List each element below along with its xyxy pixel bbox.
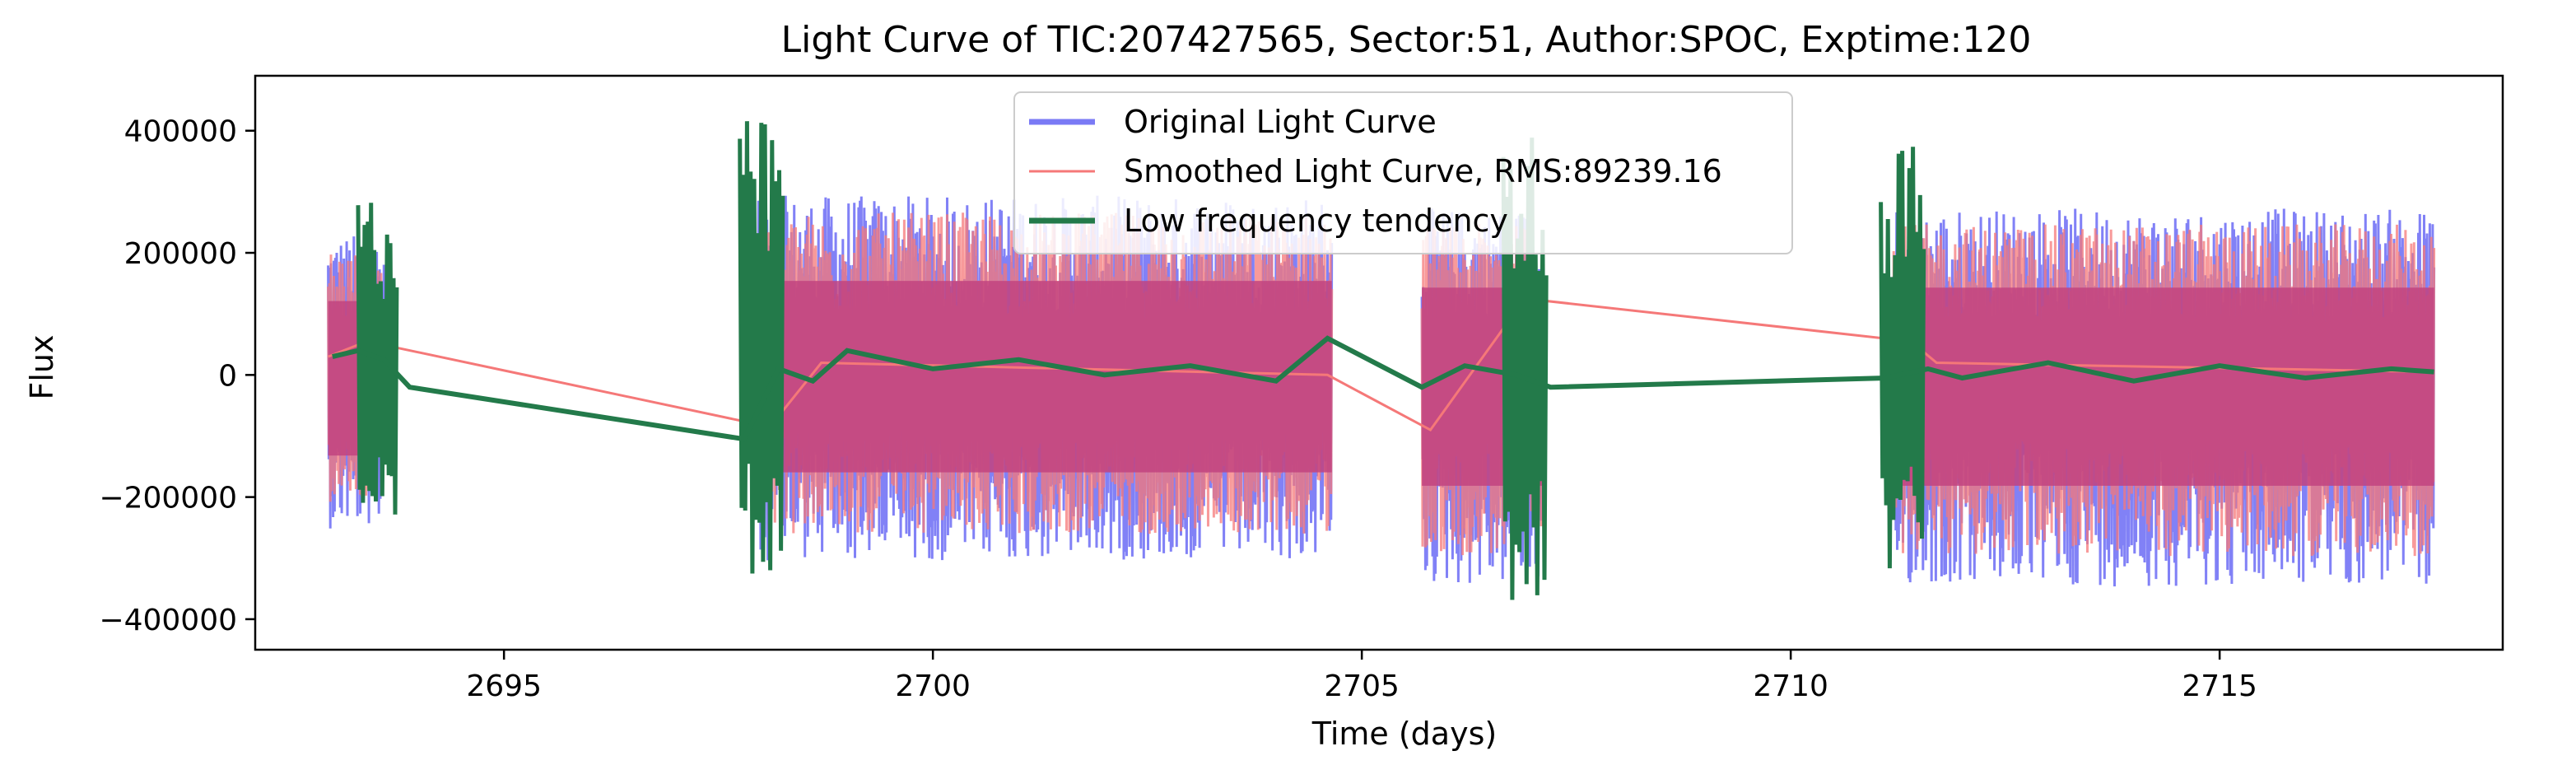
y-tick-label: 400000 xyxy=(124,115,237,149)
low-frequency-spikes-2 xyxy=(738,121,785,574)
legend: Original Light Curve Smoothed Light Curve… xyxy=(1013,91,1793,254)
plot-frame xyxy=(254,74,2504,651)
y-tick-label: −200000 xyxy=(99,482,237,515)
y-tick-label: −400000 xyxy=(99,604,237,637)
legend-label-2: Smoothed Light Curve, RMS:89239.16 xyxy=(1124,153,1722,189)
legend-label-3: Low frequency tendency xyxy=(1124,203,1508,239)
y-tick-label: 0 xyxy=(218,359,237,393)
legend-box xyxy=(1013,91,1793,254)
x-axis: 2695 2700 2705 2710 2715 xyxy=(466,650,2257,703)
y-tick-label: 200000 xyxy=(124,237,237,271)
y-axis-label: Flux xyxy=(24,335,60,400)
y-axis: −400000 −200000 0 200000 400000 xyxy=(99,115,255,637)
x-axis-label: Time (days) xyxy=(1311,716,1497,752)
plot-area xyxy=(327,121,2436,600)
dense-overlap-band-2 xyxy=(757,281,1332,473)
x-tick-label: 2705 xyxy=(1324,669,1400,703)
x-tick-label: 2715 xyxy=(2182,669,2257,703)
x-tick-label: 2700 xyxy=(895,669,971,703)
low-frequency-spikes-1 xyxy=(356,203,399,515)
legend-label-1: Original Light Curve xyxy=(1124,104,1437,140)
low-frequency-line xyxy=(332,335,2434,442)
x-tick-label: 2710 xyxy=(1753,669,1828,703)
dense-overlap-band-4 xyxy=(1894,287,2434,486)
chart-title: Light Curve of TIC:207427565, Sector:51,… xyxy=(781,19,2032,61)
x-tick-label: 2695 xyxy=(466,669,542,703)
low-frequency-spikes-4 xyxy=(1879,147,1926,569)
